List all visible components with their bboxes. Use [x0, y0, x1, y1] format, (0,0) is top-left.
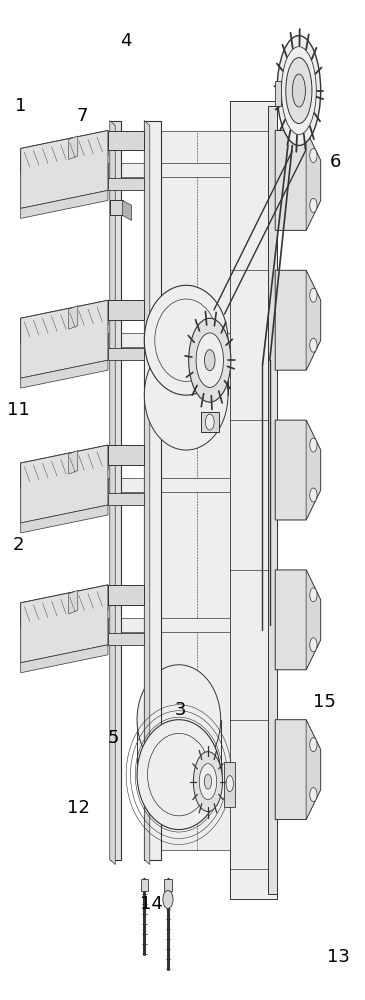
Ellipse shape — [277, 36, 321, 145]
Polygon shape — [144, 121, 161, 859]
Polygon shape — [21, 445, 108, 488]
Polygon shape — [275, 420, 321, 520]
Polygon shape — [224, 762, 235, 807]
Polygon shape — [144, 340, 228, 395]
Ellipse shape — [196, 333, 223, 387]
Polygon shape — [21, 131, 108, 208]
Polygon shape — [108, 163, 230, 177]
Polygon shape — [108, 493, 144, 505]
Text: 11: 11 — [7, 401, 30, 419]
Ellipse shape — [310, 588, 317, 602]
Ellipse shape — [310, 438, 317, 452]
Text: 2: 2 — [12, 536, 24, 554]
Text: 1: 1 — [15, 97, 26, 115]
Polygon shape — [306, 420, 321, 520]
Polygon shape — [201, 412, 219, 432]
Ellipse shape — [310, 148, 317, 162]
Polygon shape — [21, 645, 108, 673]
Polygon shape — [108, 478, 230, 492]
Polygon shape — [110, 121, 115, 864]
Polygon shape — [69, 590, 78, 614]
Polygon shape — [110, 121, 121, 859]
Ellipse shape — [310, 488, 317, 502]
Polygon shape — [306, 570, 321, 670]
Polygon shape — [268, 106, 277, 894]
Text: 6: 6 — [330, 153, 341, 171]
Polygon shape — [21, 585, 108, 663]
Ellipse shape — [226, 776, 233, 792]
Polygon shape — [21, 585, 108, 628]
Polygon shape — [137, 720, 221, 775]
Ellipse shape — [310, 638, 317, 652]
Ellipse shape — [193, 752, 223, 812]
Text: 4: 4 — [120, 32, 132, 50]
Polygon shape — [108, 445, 144, 465]
Polygon shape — [161, 131, 230, 850]
Polygon shape — [21, 445, 108, 523]
Polygon shape — [306, 131, 321, 230]
Polygon shape — [141, 879, 148, 891]
Polygon shape — [108, 618, 230, 632]
Polygon shape — [144, 121, 150, 864]
Polygon shape — [21, 131, 108, 173]
Polygon shape — [275, 720, 321, 820]
Polygon shape — [108, 585, 144, 605]
Polygon shape — [108, 348, 144, 360]
Ellipse shape — [199, 764, 217, 800]
Text: 3: 3 — [175, 701, 187, 719]
Text: 14: 14 — [140, 895, 163, 913]
Polygon shape — [69, 306, 78, 329]
Ellipse shape — [286, 58, 312, 124]
Polygon shape — [108, 333, 230, 347]
Polygon shape — [275, 81, 281, 106]
Polygon shape — [108, 131, 144, 150]
Ellipse shape — [137, 720, 221, 830]
Text: 13: 13 — [327, 948, 350, 966]
Text: 5: 5 — [108, 729, 119, 747]
Polygon shape — [110, 200, 123, 215]
Polygon shape — [230, 101, 277, 899]
Ellipse shape — [163, 890, 173, 908]
Text: 7: 7 — [77, 107, 88, 125]
Polygon shape — [21, 190, 108, 218]
Polygon shape — [275, 131, 321, 230]
Ellipse shape — [205, 414, 214, 430]
Ellipse shape — [144, 285, 228, 395]
Ellipse shape — [310, 198, 317, 212]
Polygon shape — [69, 450, 78, 474]
Ellipse shape — [292, 74, 306, 107]
Ellipse shape — [189, 318, 231, 402]
Ellipse shape — [310, 738, 317, 752]
Polygon shape — [21, 505, 108, 533]
Polygon shape — [306, 720, 321, 820]
Polygon shape — [164, 879, 172, 891]
Ellipse shape — [310, 338, 317, 352]
Text: 12: 12 — [68, 799, 90, 817]
Polygon shape — [21, 360, 108, 388]
Text: 15: 15 — [313, 693, 336, 711]
Polygon shape — [21, 300, 108, 378]
Ellipse shape — [144, 340, 228, 450]
Ellipse shape — [137, 665, 221, 775]
Polygon shape — [306, 270, 321, 370]
Polygon shape — [69, 136, 78, 159]
Polygon shape — [108, 300, 144, 320]
Polygon shape — [21, 300, 108, 343]
Ellipse shape — [204, 350, 215, 371]
Polygon shape — [108, 633, 144, 645]
Polygon shape — [275, 570, 321, 670]
Ellipse shape — [310, 788, 317, 802]
Polygon shape — [108, 178, 144, 190]
Ellipse shape — [204, 774, 212, 789]
Polygon shape — [123, 200, 132, 220]
Polygon shape — [275, 270, 321, 370]
Ellipse shape — [310, 288, 317, 302]
